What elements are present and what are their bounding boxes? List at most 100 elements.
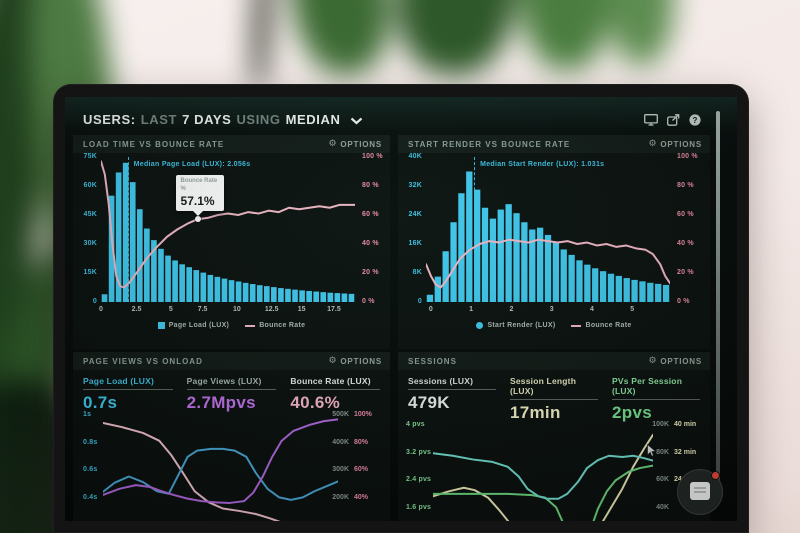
y-axis-label: 0 % (677, 298, 690, 305)
y-axis-label: 4 pvs (406, 421, 425, 428)
legend-marker (245, 324, 256, 327)
metric-label: Page Load (LUX) (83, 376, 173, 390)
y-axis-label: 80 % (362, 182, 379, 189)
y-axis-label: 20 % (677, 269, 694, 276)
panel-header: LOAD TIME VS BOUNCE RATE ⚙ OPTIONS (73, 135, 390, 153)
title-part: 7 DAYS (182, 112, 232, 127)
x-axis-tick: 4 (589, 306, 594, 313)
y-axis-label: 1.6 pvs (406, 503, 432, 511)
leaf (608, 0, 674, 65)
scrollbar[interactable] (716, 111, 720, 503)
x-axis-tick: 1 (469, 306, 474, 313)
gear-icon: ⚙ (648, 355, 658, 366)
x-axis-tick: 10 (232, 306, 241, 313)
metric-label: Sessions (LUX) (408, 376, 496, 390)
line-chart-page-views: 1s 0.8s 0.6s 0.4s 500K 100% 400K 80% 300K 60% 200K… (73, 411, 390, 521)
legend-marker (476, 322, 484, 329)
x-axis-tick: 0 (428, 306, 433, 313)
metric-pvs-per-session: PVs Per Session (LUX) 2pvs (612, 376, 700, 423)
help-icon[interactable]: ? (689, 114, 701, 126)
y-axis-label: 40K (656, 503, 669, 511)
y-axis-label: 60 % (362, 211, 379, 218)
panel-page-views: PAGE VIEWS VS ONLOAD ⚙ OPTIONS Page Load… (73, 352, 390, 521)
histogram-plot (426, 171, 670, 302)
median-marker-line (474, 157, 476, 302)
median-annotation: Median Page Load (LUX): 2.056s (133, 161, 251, 168)
title-part: MEDIAN (285, 112, 341, 127)
y-axis-label: 30K (83, 240, 97, 247)
y-axis-label: 0 (417, 298, 422, 305)
chevron-down-icon[interactable] (350, 117, 363, 125)
line-plot (433, 425, 653, 521)
y-axis-label: 40K (408, 153, 422, 160)
y-axis-label: 100 % (362, 153, 383, 160)
y-axis-label: 0.6s (83, 466, 98, 473)
y-axis-label: 0 % (362, 298, 375, 305)
legend-item[interactable]: Page Load (LUX) (157, 322, 230, 329)
legend-item[interactable]: Start Render (LUX) (476, 322, 555, 329)
leaf (281, 0, 399, 81)
gear-icon: ⚙ (328, 138, 338, 149)
panel-title: LOAD TIME VS BOUNCE RATE (83, 139, 225, 149)
chat-widget-button[interactable] (677, 469, 723, 515)
notification-badge (711, 471, 720, 480)
panel-title: SESSIONS (408, 356, 457, 366)
mouse-cursor (647, 444, 657, 457)
options-button[interactable]: ⚙ OPTIONS (648, 138, 702, 149)
y-axis-label: 75K (83, 153, 97, 160)
x-axis-tick: 2 (509, 306, 514, 313)
options-button[interactable]: ⚙ OPTIONS (329, 356, 382, 366)
histogram-chart-load-time: 75K 60K 45K 30K 15K 0 100 % 80 % 60 % 40 % 20 % 0 %… (73, 153, 390, 347)
display-icon[interactable] (644, 114, 658, 126)
metric-value: 40.6% (290, 393, 341, 412)
dashboard-screen: USERS: LAST 7 DAYS USING MEDIAN ? (65, 97, 737, 521)
x-axis-tick: 17.5 (327, 306, 341, 313)
legend-item[interactable]: Bounce Rate (245, 322, 305, 329)
options-button[interactable]: ⚙ OPTIONS (328, 138, 382, 149)
x-axis-tick: 12.5 (264, 306, 279, 313)
metric-value: 479K (408, 393, 450, 412)
options-label: OPTIONS (660, 356, 702, 366)
x-axis-tick: 7.5 (197, 306, 208, 313)
y-axis-label: 45K (83, 211, 97, 218)
y-axis-label: 24K (408, 211, 422, 218)
y-axis-label: 20 % (362, 269, 379, 276)
svg-text:?: ? (693, 116, 698, 125)
line-plot (103, 415, 338, 521)
options-label: OPTIONS (340, 356, 382, 366)
toolbar-icons: ? (644, 114, 701, 126)
metric-label: Session Length (LUX) (510, 376, 598, 400)
metric-page-views: Page Views (LUX) 2.7Mpvs (186, 376, 277, 413)
panel-start-render: START RENDER VS BOUNCE RATE ⚙ OPTIONS 40… (398, 135, 710, 349)
legend-item[interactable]: Bounce Rate (571, 322, 631, 329)
y-axis-label: 0 (92, 298, 97, 305)
panel-header: SESSIONS ⚙ OPTIONS (398, 352, 710, 370)
panel-header: PAGE VIEWS VS ONLOAD ⚙ OPTIONS (73, 352, 390, 370)
chart-legend: Start Render (LUX) Bounce Rate (398, 322, 710, 329)
leaf (514, 0, 614, 73)
y-axis-label: 80 % (677, 182, 694, 189)
y-axis-label: 0.8s (83, 438, 98, 446)
legend-marker (571, 324, 582, 327)
y-axis-label: 3.2 pvs (406, 448, 432, 456)
gear-icon: ⚙ (648, 138, 658, 149)
metric-value: 2pvs (612, 403, 652, 422)
options-label: OPTIONS (340, 139, 382, 149)
y-axis-label: 2.4 pvs (406, 476, 432, 483)
median-marker-line (127, 157, 129, 302)
options-label: OPTIONS (660, 139, 702, 149)
options-button[interactable]: ⚙ OPTIONS (648, 355, 702, 366)
legend-marker (157, 322, 165, 329)
metric-session-length: Session Length (LUX) 17min (510, 376, 598, 423)
y-axis-label: 32K (408, 182, 422, 189)
y-axis-label: 200K 40% (332, 493, 369, 501)
panel-title: PAGE VIEWS VS ONLOAD (83, 356, 203, 366)
metrics-row: Sessions (LUX) 479K Session Length (LUX)… (398, 370, 710, 423)
export-icon[interactable] (667, 114, 680, 126)
tooltip-dot (194, 216, 201, 223)
panel-sessions: SESSIONS ⚙ OPTIONS Sessions (LUX) 479K S… (398, 352, 710, 521)
chat-icon (690, 482, 710, 500)
y-axis-label: 15K (83, 269, 97, 276)
title-part: USERS: (83, 112, 136, 127)
